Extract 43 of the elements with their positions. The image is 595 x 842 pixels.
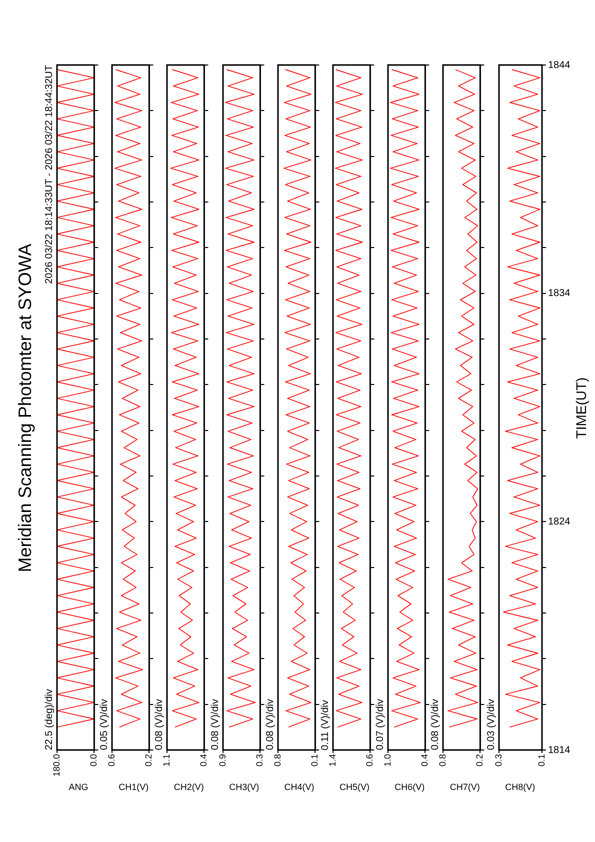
text: 0.05 (V)/div xyxy=(99,698,112,750)
x-tick-label: 0.8 xyxy=(438,754,448,767)
x-tick-label: 1.0 xyxy=(382,754,393,767)
y-tick-label: 1844 xyxy=(548,60,570,71)
x-tick-label: 0.2 xyxy=(475,754,486,767)
y-tick-label: 1824 xyxy=(548,516,570,528)
x-tick-label: 0.2 xyxy=(144,754,154,767)
x-tick-label: 0.1 xyxy=(309,754,320,767)
x-tick-label: 0.3 xyxy=(254,754,264,767)
y-tick-label: 1834 xyxy=(548,288,570,300)
text: 0.08 (V)/div xyxy=(264,698,277,750)
text: 0.07 (V)/div xyxy=(375,698,388,750)
x-tick-label: 1.4 xyxy=(327,754,338,767)
x-axis-title: CH8(V) xyxy=(504,782,536,792)
text: 0.08 (V)/div xyxy=(154,698,166,750)
x-tick-label: 0.9 xyxy=(217,754,228,767)
x-tick-label: 0.6 xyxy=(364,754,375,767)
text: 0.03 (V)/div xyxy=(486,698,498,750)
x-axis-title: CH7(V) xyxy=(448,782,481,792)
x-axis-title: ANG xyxy=(68,782,90,792)
x-axis-title: CH2(V) xyxy=(172,782,205,792)
x-tick-label: 0.6 xyxy=(106,754,117,767)
y-tick-label: 1814 xyxy=(548,744,570,756)
text: 2026 03/22 18:14:33UT - 2026 03/22 18:44:32UT xyxy=(44,65,56,284)
text: 22.5 (deg)/div xyxy=(44,688,56,750)
x-axis-title: CH1(V) xyxy=(118,782,150,792)
y-axis-title: TIME(UT) xyxy=(573,376,590,438)
text: 0.08 (V)/div xyxy=(430,698,442,750)
x-tick-label: 0.1 xyxy=(536,754,546,767)
x-tick-label: 0.0 xyxy=(88,754,99,767)
text: 0.08 (V)/div xyxy=(210,698,222,750)
x-axis-title: CH3(V) xyxy=(228,782,260,792)
x-tick-label: 0.3 xyxy=(493,754,504,767)
x-axis-title: CH4(V) xyxy=(283,782,316,792)
x-tick-label: 180.0 xyxy=(51,754,62,777)
text: Meridian Scanning Photomter at SYOWA xyxy=(14,243,36,572)
x-tick-label: 0.4 xyxy=(420,754,430,767)
x-tick-label: 1.1 xyxy=(162,754,172,767)
text: 0.11 (V)/div xyxy=(320,700,332,750)
x-axis-title: CH5(V) xyxy=(338,782,370,792)
x-axis-title: CH6(V) xyxy=(394,782,426,792)
x-tick-label: 0.8 xyxy=(272,754,282,767)
x-tick-label: 0.4 xyxy=(199,754,210,767)
